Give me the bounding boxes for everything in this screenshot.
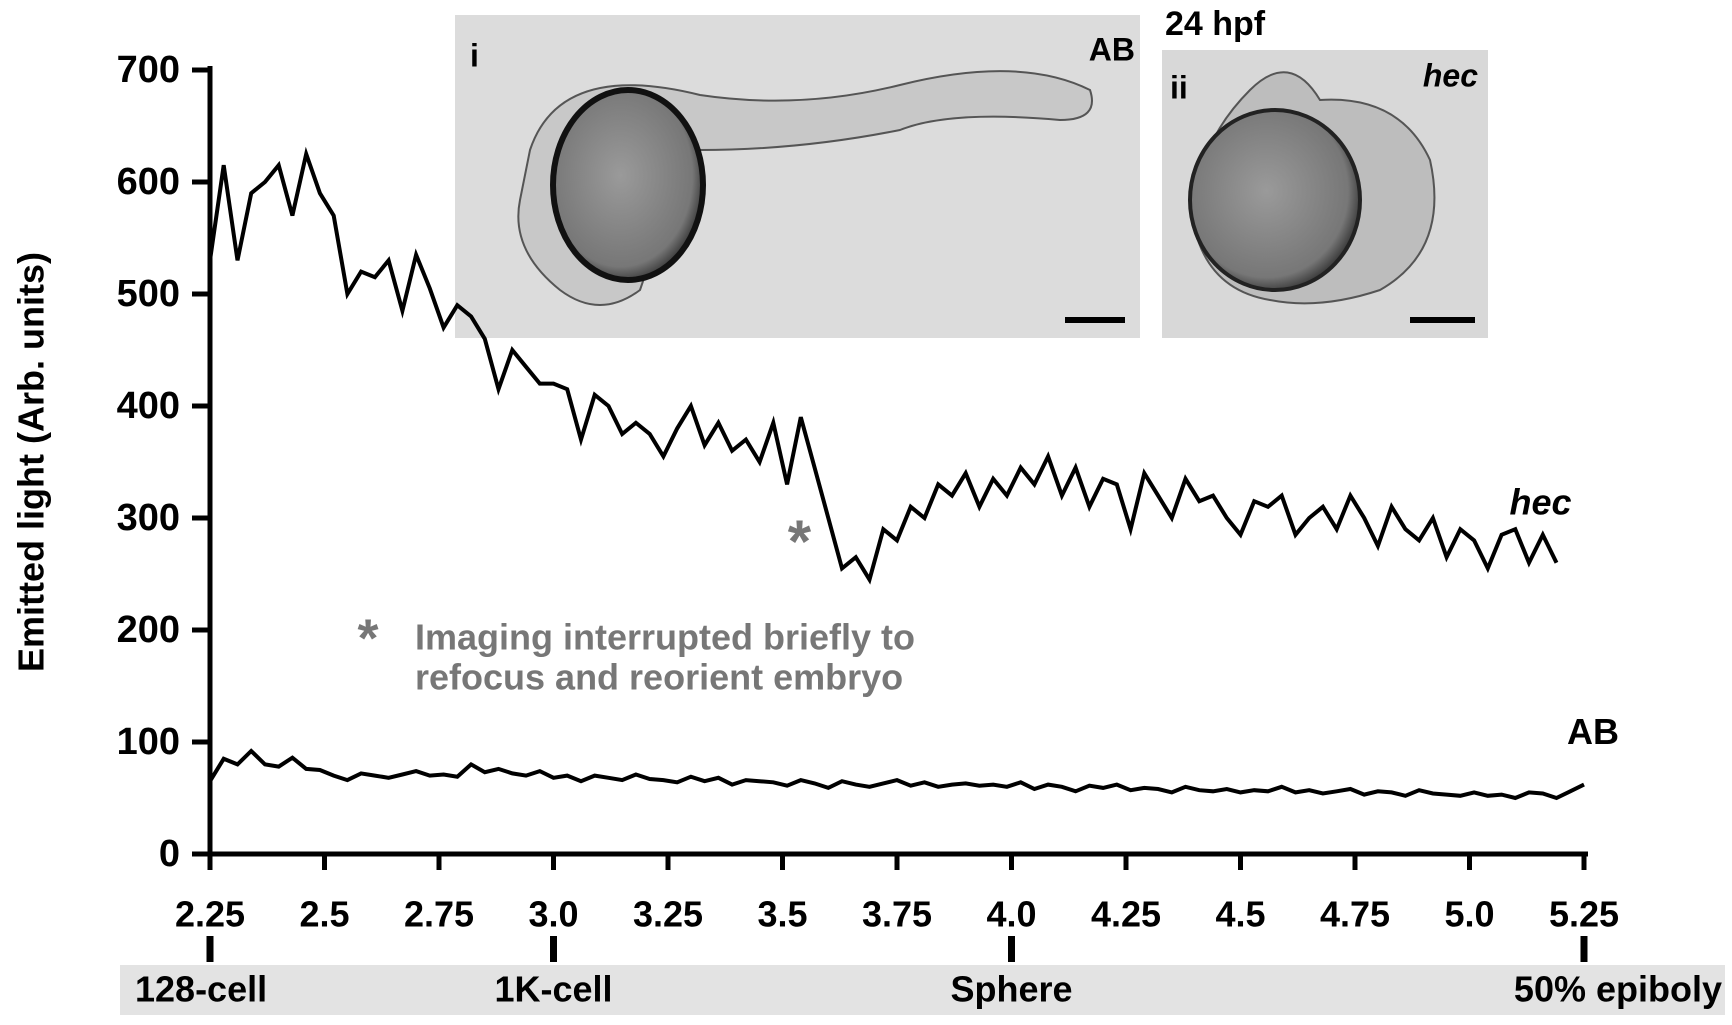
inset-time: 24 hpf (1165, 5, 1266, 43)
y-tick-label: 0 (159, 833, 180, 875)
series-line (208, 748, 1585, 801)
x-tick-label: 3.0 (528, 894, 578, 935)
x-tick-label: 5.0 (1444, 894, 1494, 935)
x-tick-label: 2.25 (175, 894, 245, 935)
x-tick-label: 2.5 (299, 894, 349, 935)
y-tick-label: 600 (117, 161, 180, 203)
series-label: AB (1567, 711, 1619, 752)
y-tick-label: 100 (117, 721, 180, 763)
y-tick-label: 200 (117, 609, 180, 651)
x-tick-label: 5.25 (1549, 894, 1619, 935)
stage-label: 128-cell (135, 969, 267, 1010)
inset-strain: AB (1089, 31, 1135, 67)
series-line (208, 146, 1559, 585)
x-tick-label: 2.75 (404, 894, 474, 935)
embryo-yolk (550, 87, 706, 283)
x-tick-label: 4.0 (986, 894, 1036, 935)
y-tick-label: 300 (117, 497, 180, 539)
x-tick-label: 4.25 (1091, 894, 1161, 935)
note-text: refocus and reorient embryo (415, 657, 903, 698)
y-tick-label: 400 (117, 385, 180, 427)
stage-label: Sphere (950, 969, 1072, 1010)
stage-label: 1K-cell (494, 969, 612, 1010)
inset-label: i (470, 37, 479, 73)
x-tick-label: 3.75 (862, 894, 932, 935)
note-asterisk: * (357, 608, 378, 668)
inset-label: ii (1170, 69, 1188, 105)
interrupt-asterisk: * (788, 508, 812, 575)
y-tick-label: 500 (117, 273, 180, 315)
x-tick-label: 4.75 (1320, 894, 1390, 935)
embryo-yolk (1188, 108, 1362, 292)
x-tick-label: 3.25 (633, 894, 703, 935)
stage-bar (120, 965, 1725, 1015)
inset-strain: hec (1423, 57, 1478, 93)
x-tick-label: 3.5 (757, 894, 807, 935)
y-tick-label: 700 (117, 49, 180, 91)
x-tick-label: 4.5 (1215, 894, 1265, 935)
stage-label: 50% epiboly (1514, 969, 1722, 1010)
series-label: hec (1509, 481, 1571, 522)
note-text: Imaging interrupted briefly to (415, 617, 915, 658)
y-axis-label: Emitted light (Arb. units) (11, 252, 52, 672)
